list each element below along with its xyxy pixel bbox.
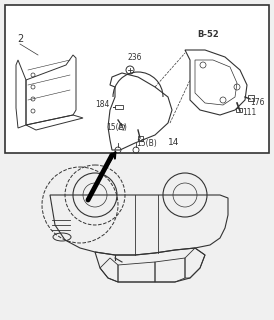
Text: 184: 184 <box>95 100 109 109</box>
Text: B-52: B-52 <box>197 30 219 39</box>
Text: 236: 236 <box>128 53 142 62</box>
Text: 111: 111 <box>242 108 256 117</box>
FancyBboxPatch shape <box>5 5 269 153</box>
Bar <box>248 95 254 101</box>
Bar <box>115 105 123 109</box>
Bar <box>138 136 143 141</box>
Text: 2: 2 <box>17 34 23 44</box>
Bar <box>236 108 242 112</box>
Bar <box>119 124 125 130</box>
Text: 15(B): 15(B) <box>136 139 157 148</box>
Text: 14: 14 <box>168 138 179 147</box>
Text: 176: 176 <box>250 98 264 107</box>
Text: 15(A): 15(A) <box>106 123 127 132</box>
